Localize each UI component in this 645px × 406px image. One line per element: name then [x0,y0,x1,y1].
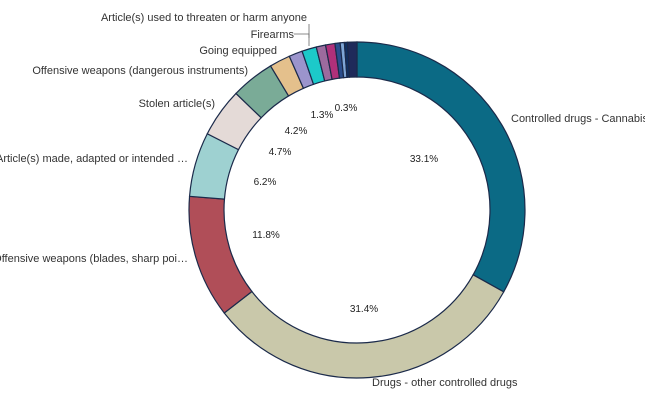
slice-percent-label: 4.2% [285,126,308,137]
slice-percent-label: 11.8% [252,230,280,241]
slice-label: Offensive weapons (blades, sharp poi… [0,253,188,265]
slice-label: Going equipped [199,45,277,57]
slice-percent-label: 31.4% [350,304,378,315]
slice-label: Firearms [251,29,295,41]
slice-label: Stolen article(s) [139,98,215,110]
donut-slice[interactable] [223,273,505,379]
donut-slice[interactable] [188,195,253,314]
slice-percent-label: 33.1% [410,154,438,165]
donut-slice[interactable] [346,41,358,78]
slice-label: Drugs - other controlled drugs [372,377,518,389]
donut-slice[interactable] [356,41,526,293]
slice-percent-label: 4.7% [269,147,292,158]
slice-label: Article(s) made, adapted or intended … [0,153,188,165]
slice-label: Article(s) used to threaten or harm anyo… [101,12,307,24]
slice-percent-label: 1.3% [311,110,334,121]
slice-percent-label: 0.3% [335,103,358,114]
slice-label: Offensive weapons (dangerous instruments… [32,65,248,77]
slice-label: Controlled drugs - Cannabis [511,113,645,125]
slice-percent-label: 6.2% [254,177,277,188]
leader-line [294,33,310,46]
